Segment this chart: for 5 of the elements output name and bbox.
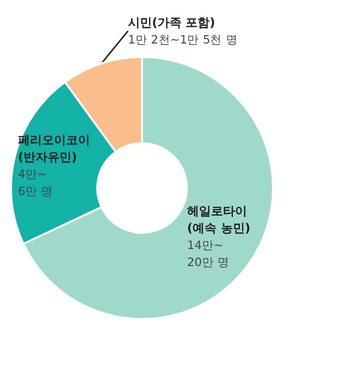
text: 1만 2천~1만 5천 명 [128, 32, 238, 46]
slice-label: 헤일로타이 (예속 농민) [187, 204, 250, 236]
text: 4만~ 6만 명 [18, 166, 53, 198]
slice-label: 시민(가족 포함) [128, 16, 216, 30]
text: 14만~ 20만 명 [187, 238, 230, 270]
